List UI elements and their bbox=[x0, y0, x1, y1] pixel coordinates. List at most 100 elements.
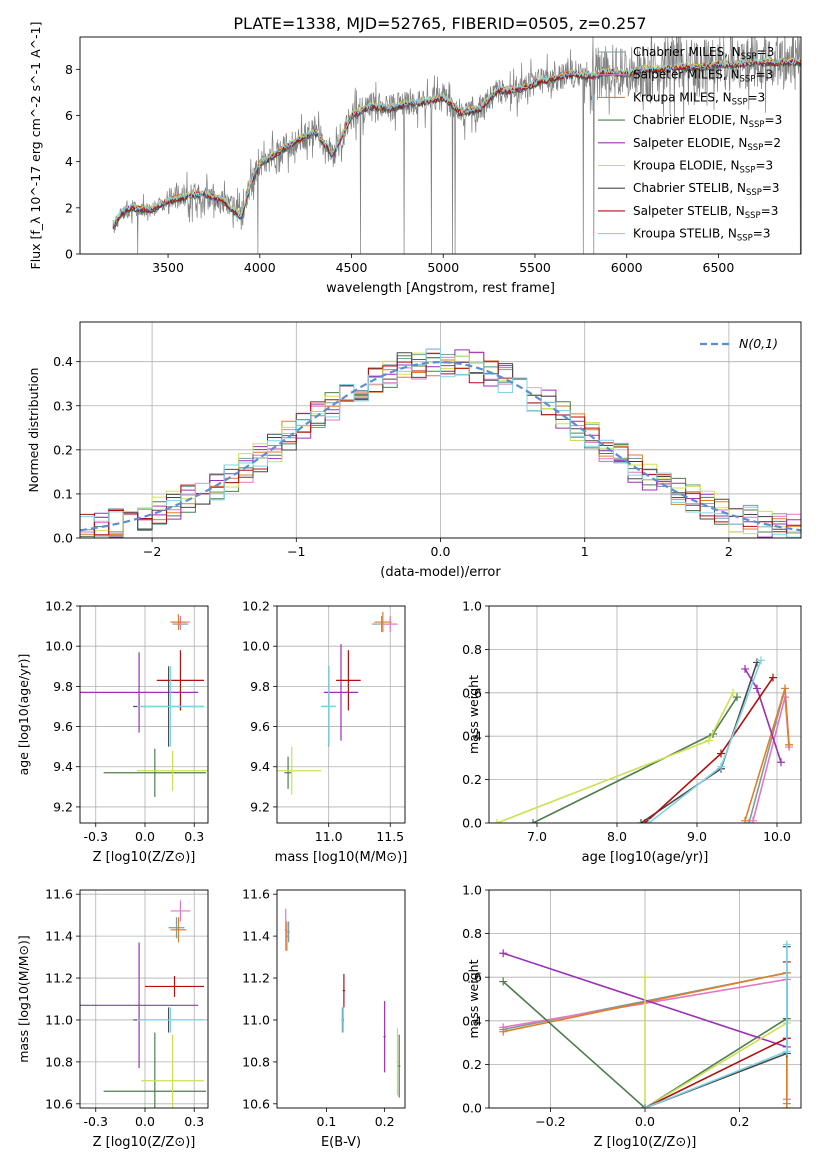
normal-curve bbox=[80, 360, 801, 532]
weight-marker bbox=[645, 819, 653, 823]
model-series bbox=[112, 57, 801, 227]
y-tick-label: 0.4 bbox=[462, 1013, 482, 1028]
y-axis-label: mass weight bbox=[466, 959, 481, 1038]
weight-series bbox=[748, 688, 790, 823]
observed-spectrum bbox=[112, 37, 801, 254]
y-tick-label: 11.0 bbox=[242, 1012, 270, 1027]
legend-entry: N(0,1) bbox=[739, 336, 778, 351]
y-tick-label: 6 bbox=[65, 108, 73, 123]
weight-marker bbox=[499, 949, 508, 958]
weight-marker bbox=[753, 684, 761, 693]
panel-spectrum: 3500 4000 4500 5000 5500 6000 6500 0 2 4 6 8 wavelen… bbox=[28, 22, 802, 296]
x-tick-label: 0.0 bbox=[431, 544, 451, 559]
plot-area bbox=[284, 908, 401, 1098]
weight-marker bbox=[749, 816, 757, 823]
y-tick-label: 9.4 bbox=[53, 759, 73, 774]
y-axis-label: mass weight bbox=[466, 675, 481, 754]
legend-entry: Kroupa ELODIE, NSSP=3 bbox=[633, 159, 773, 176]
panel-weight-vs-age: 7.0 8.0 9.0 10.0 0.0 0.2 0.4 0.6 0.8 1.0 age [log1… bbox=[462, 599, 802, 865]
y-tick-label: 9.6 bbox=[53, 719, 73, 734]
y-tick-label: 0.6 bbox=[462, 685, 482, 700]
weight-marker bbox=[781, 684, 789, 693]
weight-series bbox=[496, 692, 734, 823]
x-tick-label: 2 bbox=[725, 544, 733, 559]
weight-marker bbox=[529, 819, 537, 823]
x-tick-label: 0.2 bbox=[730, 1114, 750, 1129]
weight-marker bbox=[717, 762, 725, 771]
weight-series bbox=[644, 944, 788, 1108]
x-tick-label: 4500 bbox=[336, 260, 368, 275]
legend-entry: Kroupa MILES, NSSP=3 bbox=[633, 90, 765, 107]
weight-marker bbox=[741, 664, 749, 673]
x-tick-label: −2 bbox=[143, 544, 161, 559]
y-tick-label: 1.0 bbox=[462, 883, 482, 898]
x-tick-label: 0.2 bbox=[375, 1114, 395, 1129]
panel-weight-vs-Z: −0.2 0.0 0.2 0.0 0.2 0.4 0.6 0.8 1.0 Z [log10(Z/Z… bbox=[462, 883, 802, 1150]
weight-series bbox=[640, 662, 758, 823]
legend-entry: Salpeter ELODIE, NSSP=2 bbox=[633, 136, 781, 153]
y-tick-label: 8 bbox=[65, 62, 73, 77]
weight-marker bbox=[637, 819, 645, 823]
x-tick-label: 0.3 bbox=[184, 829, 204, 844]
y-tick-label: 11.4 bbox=[242, 929, 270, 944]
y-axis-label: age [log10(age/yr)] bbox=[16, 654, 31, 776]
weight-marker bbox=[782, 940, 791, 949]
x-tick-label: -0.3 bbox=[84, 1114, 108, 1129]
x-tick-label: 5500 bbox=[519, 260, 551, 275]
x-axis-label: wavelength [Angstrom, rest frame] bbox=[326, 281, 555, 296]
weight-series bbox=[644, 977, 788, 1108]
y-tick-label: 0.3 bbox=[53, 398, 73, 413]
weight-marker bbox=[733, 693, 741, 702]
axes-frame bbox=[276, 605, 406, 824]
weight-marker bbox=[717, 749, 725, 758]
axes-frame bbox=[79, 321, 802, 539]
y-tick-label: 0.4 bbox=[462, 729, 482, 744]
weight-marker bbox=[757, 656, 765, 665]
y-tick-label: 10.0 bbox=[45, 639, 73, 654]
y-tick-label: 0.1 bbox=[53, 486, 73, 501]
y-tick-label: 0.0 bbox=[462, 816, 482, 831]
panel-age-vs-Z: -0.3 0.0 0.3 9.2 9.4 9.6 9.8 10.0 10.2 Z [log10(Z… bbox=[16, 599, 209, 865]
x-tick-label: 0.3 bbox=[184, 1114, 204, 1129]
y-tick-label: 11.0 bbox=[45, 1012, 73, 1027]
spectrum-legend: Chabrier MILES, NSSP=3 Salpeter MILES, NS… bbox=[598, 45, 782, 244]
y-tick-label: 11.2 bbox=[45, 971, 73, 986]
weight-marker bbox=[782, 1047, 791, 1056]
weight-series bbox=[644, 946, 788, 1108]
plot-area bbox=[80, 322, 801, 538]
legend-entry: Chabrier ELODIE, NSSP=3 bbox=[633, 113, 782, 130]
y-tick-label: 10.8 bbox=[242, 1054, 270, 1069]
axes-frame bbox=[276, 889, 406, 1109]
y-tick-label: 2 bbox=[65, 200, 73, 215]
x-tick-label: 7.0 bbox=[527, 829, 547, 844]
weight-marker bbox=[641, 1104, 649, 1108]
x-tick-label: 0.0 bbox=[135, 829, 155, 844]
x-axis-label: E(B-V) bbox=[321, 1135, 361, 1150]
plot-area bbox=[80, 606, 208, 823]
weight-marker bbox=[782, 1104, 791, 1108]
y-tick-label: 11.6 bbox=[242, 887, 270, 902]
y-tick-label: 10.6 bbox=[45, 1096, 73, 1111]
x-tick-label: 8.0 bbox=[607, 829, 627, 844]
panel-mass-vs-Z: -0.3 0.0 0.3 10.6 10.8 11.0 11.2 11.4 11.6 Z [log… bbox=[16, 887, 209, 1150]
y-tick-label: 1.0 bbox=[462, 599, 482, 614]
weight-marker bbox=[729, 688, 737, 697]
y-tick-label: 10.2 bbox=[45, 599, 73, 614]
x-axis-label: (data-model)/error bbox=[380, 565, 501, 580]
axes-frame bbox=[79, 36, 802, 255]
y-tick-label: 9.4 bbox=[250, 759, 270, 774]
legend-entry: Chabrier MILES, NSSP=3 bbox=[633, 45, 774, 62]
x-tick-label: 1 bbox=[581, 544, 589, 559]
legend-entry: Chabrier STELIB, NSSP=3 bbox=[633, 181, 780, 198]
x-tick-label: 4000 bbox=[244, 260, 276, 275]
panel-mass-vs-EBV: 0.1 0.2 10.6 10.8 11.0 11.2 11.4 11.6 E(B-V) bbox=[242, 887, 406, 1150]
y-tick-label: 11.6 bbox=[45, 887, 73, 902]
axes-frame bbox=[488, 889, 802, 1109]
weight-marker bbox=[785, 740, 793, 749]
y-tick-label: 0.0 bbox=[462, 1101, 482, 1116]
y-tick-label: 11.4 bbox=[45, 929, 73, 944]
y-tick-label: 0.4 bbox=[53, 354, 73, 369]
legend-entry: Salpeter MILES, NSSP=3 bbox=[633, 68, 773, 85]
